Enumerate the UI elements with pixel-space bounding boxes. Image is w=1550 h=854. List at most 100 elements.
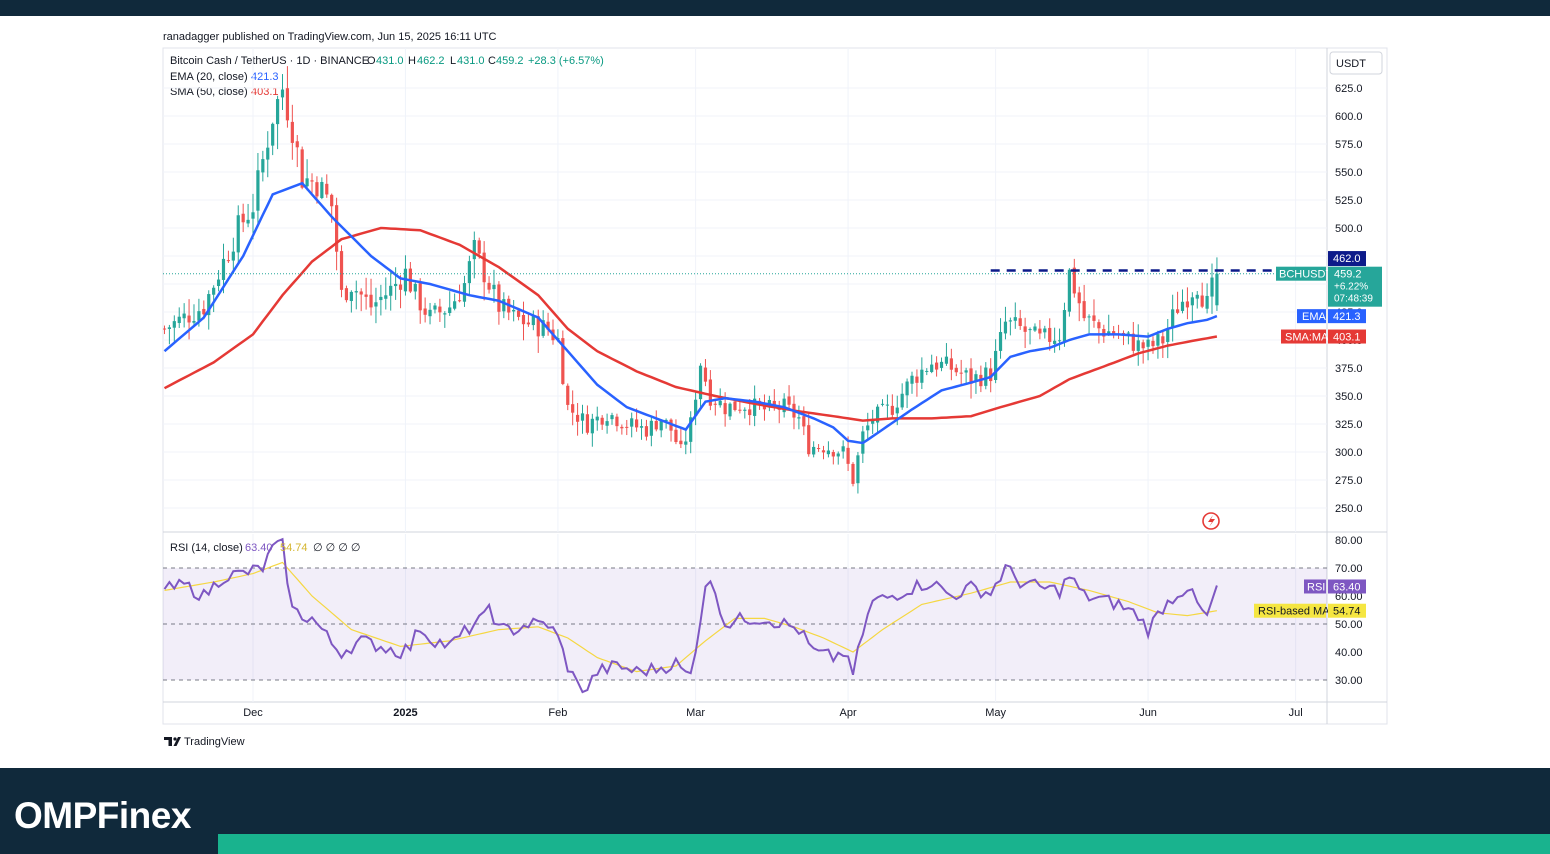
candle-body xyxy=(256,170,260,211)
candle-body xyxy=(915,376,919,383)
candle-body xyxy=(610,415,614,420)
candle-body xyxy=(1043,328,1047,333)
price-tick-label: 500.0 xyxy=(1335,223,1363,235)
candle-body xyxy=(187,315,191,323)
ohlc-o-label: O xyxy=(367,55,376,67)
candle-body xyxy=(487,282,491,290)
candle-body xyxy=(718,400,722,406)
candle-body xyxy=(910,375,914,384)
candle-body xyxy=(787,396,791,405)
candle-body xyxy=(728,403,732,417)
candle-body xyxy=(271,123,275,146)
price-tag: 459.2 +6.22% 07:48:39 xyxy=(1328,266,1382,307)
candle-body xyxy=(590,418,594,434)
candle-body xyxy=(1107,331,1111,335)
candle-body xyxy=(369,294,373,308)
candle-body xyxy=(1062,310,1067,342)
candle-body xyxy=(733,401,737,411)
candle-body xyxy=(694,399,698,416)
candle-body xyxy=(674,429,678,443)
svg-text:RSI-based MA: RSI-based MA xyxy=(1258,606,1330,618)
rsi-tick-label: 70.00 xyxy=(1335,563,1363,575)
candle-body xyxy=(295,141,299,148)
tradingview-chart[interactable]: ranadagger published on TradingView.com,… xyxy=(0,16,1550,768)
ohlc-open: 431.0 xyxy=(376,55,404,67)
candle-body xyxy=(821,450,826,453)
symbol-title: Bitcoin Cash / TetherUS · 1D · BINANCE xyxy=(170,55,369,67)
candle-body xyxy=(561,338,565,384)
price-tick-label: 325.0 xyxy=(1335,419,1363,431)
candle-body xyxy=(438,306,442,313)
time-tick-label: 2025 xyxy=(393,707,417,719)
candle-body xyxy=(812,446,816,455)
candle-body xyxy=(477,240,481,254)
candle-body xyxy=(1038,328,1042,334)
candle-body xyxy=(836,453,840,457)
candle-body xyxy=(305,178,309,187)
candle-body xyxy=(349,291,353,302)
candle-body xyxy=(516,310,521,317)
candle-body xyxy=(698,365,703,400)
candle-body xyxy=(315,182,319,197)
svg-text:+6.22%: +6.22% xyxy=(1334,282,1368,293)
rsi-line xyxy=(163,537,1218,694)
candle-body xyxy=(374,302,378,307)
candle-body xyxy=(713,403,717,405)
time-tick-label: May xyxy=(985,707,1006,719)
tradingview-logo: TradingView xyxy=(164,736,245,748)
currency-box[interactable] xyxy=(1329,51,1383,75)
candle-body xyxy=(418,283,422,311)
candle-body xyxy=(1146,339,1150,347)
candle-body xyxy=(1151,340,1155,347)
candle-body xyxy=(236,215,240,253)
candle-body xyxy=(546,321,550,330)
sma-tag: SMA:MA 403.1 xyxy=(1281,329,1366,344)
candle-body xyxy=(325,183,329,195)
candle-body xyxy=(900,393,904,408)
candle-body xyxy=(639,426,644,428)
candle-body xyxy=(625,426,629,428)
rsi-tick-label: 40.00 xyxy=(1335,647,1363,659)
time-tick-label: Feb xyxy=(548,707,567,719)
candle-body xyxy=(521,314,526,325)
lightning-icon[interactable] xyxy=(1202,512,1220,530)
candle-body xyxy=(807,425,811,455)
rsi-grid xyxy=(252,534,1297,702)
ema-legend-label: EMA (20, close) xyxy=(170,71,248,83)
candle-body xyxy=(413,283,417,292)
candle-body xyxy=(969,368,973,384)
candle-body xyxy=(1185,301,1190,308)
candle-body xyxy=(398,284,403,290)
candle-body xyxy=(939,361,944,368)
tradingview-wordmark: TradingView xyxy=(184,736,245,748)
candle-body xyxy=(246,219,250,224)
candle-body xyxy=(226,260,231,262)
svg-text:462.0: 462.0 xyxy=(1333,253,1361,265)
candle-body xyxy=(816,448,821,450)
candle-body xyxy=(654,421,658,430)
candle-body xyxy=(1023,326,1027,332)
svg-text:RSI: RSI xyxy=(1307,581,1325,593)
candle-body xyxy=(659,420,663,431)
candle-body xyxy=(644,426,649,437)
candle-body xyxy=(944,356,949,364)
candle-body xyxy=(1003,321,1008,334)
candle-body xyxy=(1057,340,1062,342)
price-grid xyxy=(163,48,1327,532)
candle-body xyxy=(320,181,324,199)
candle-body xyxy=(541,320,545,336)
candle-body xyxy=(797,417,801,419)
candle-body xyxy=(689,417,693,442)
candle-body xyxy=(531,315,535,326)
candle-body xyxy=(1141,342,1145,349)
candle-body xyxy=(1067,269,1071,312)
candle-body xyxy=(212,287,216,295)
candle-body xyxy=(482,252,486,283)
candle-body xyxy=(930,364,934,372)
price-tick-label: 525.0 xyxy=(1335,195,1363,207)
candle-body xyxy=(275,99,280,125)
candle-body xyxy=(1033,326,1037,331)
chart-frame xyxy=(162,47,1388,725)
candle-body xyxy=(1205,295,1209,309)
rsi-tick-label: 30.00 xyxy=(1335,675,1363,687)
